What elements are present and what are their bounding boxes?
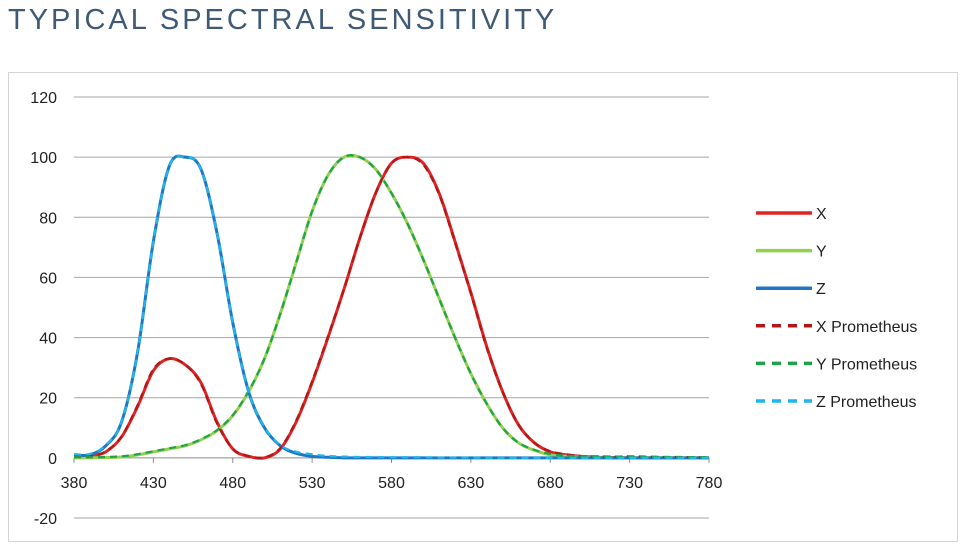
y-tick-label: -20 [34, 511, 57, 528]
y-tick-label: 100 [30, 150, 57, 167]
page-title: TYPICAL SPECTRAL SENSITIVITY [8, 4, 558, 36]
gridlines [73, 96, 710, 519]
legend-label: Z [816, 281, 826, 298]
x-tick-label: 530 [299, 475, 326, 492]
x-tick-label: 380 [61, 475, 88, 492]
x-tick-label: 780 [696, 475, 723, 492]
legend: X Y Z X Prometheus Y Prometheus Z Prometheus [756, 206, 917, 411]
legend-label: Z Prometheus [816, 394, 916, 411]
series-line-y [73, 153, 709, 460]
x-tick-label: 630 [458, 475, 485, 492]
y-tick-label: 60 [39, 270, 57, 287]
legend-label: Y [816, 244, 827, 261]
series-line-y-prometheus [73, 154, 709, 459]
series-line-x-prometheus [73, 155, 710, 459]
x-tick-label: 480 [219, 475, 246, 492]
y-tick-label: 80 [39, 210, 57, 227]
x-tick-label: 580 [378, 475, 405, 492]
series-lines [73, 153, 710, 460]
legend-label: Y Prometheus [816, 356, 917, 373]
series-line-z-prometheus [73, 154, 709, 459]
x-tick-labels: 380 430 480 530 580 630 680 730 780 [61, 475, 723, 492]
y-tick-label: 40 [39, 331, 57, 348]
spectral-sensitivity-chart: -20 0 20 40 60 80 100 120 380 430 480 530 580 630 680… [30, 90, 917, 528]
x-tick-label: 430 [140, 475, 167, 492]
chart-frame: -20 0 20 40 60 80 100 120 380 430 480 530 580 630 680… [8, 72, 958, 542]
y-tick-labels: -20 0 20 40 60 80 100 120 [30, 90, 57, 528]
legend-label: X Prometheus [816, 319, 917, 336]
y-tick-label: 120 [30, 90, 57, 107]
y-tick-label: 0 [48, 451, 57, 468]
x-tick-label: 680 [537, 475, 564, 492]
legend-label: X [816, 206, 827, 223]
series-line-x [73, 155, 709, 460]
x-tick-label: 730 [616, 475, 643, 492]
y-tick-label: 20 [39, 391, 57, 408]
series-line-z [73, 154, 709, 460]
